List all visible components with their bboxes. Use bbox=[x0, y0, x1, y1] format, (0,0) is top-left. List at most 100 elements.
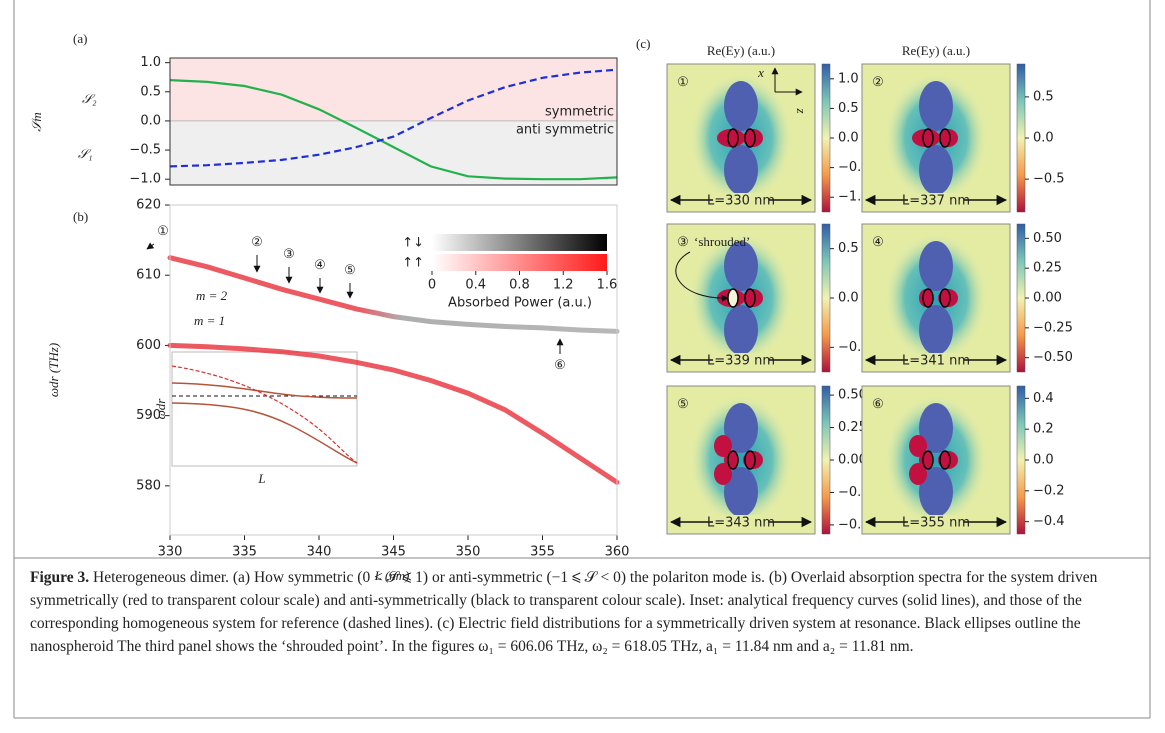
field-colorbar-tick-label: 0.00 bbox=[1033, 291, 1062, 306]
y-tick-label: −0.5 bbox=[129, 143, 161, 158]
field-colorbar-tick-label: −0.5 bbox=[1033, 172, 1065, 187]
field-colorbar bbox=[821, 385, 831, 535]
colorbar-antisymmetric bbox=[432, 234, 607, 251]
colorbar-symmetric bbox=[432, 254, 607, 271]
region-label: anti symmetric bbox=[516, 123, 614, 138]
field-frame bbox=[861, 223, 1011, 373]
scale-label: L=341 nm bbox=[902, 354, 970, 369]
colorbar-tick-label: 0.8 bbox=[509, 278, 530, 293]
field-map: L=330 nm①−1.0−0.50.00.51.0 bbox=[666, 63, 870, 213]
y-tick-label: 590 bbox=[136, 408, 161, 423]
y-axis-label: 𝒮m bbox=[29, 112, 44, 131]
scale-label-bg bbox=[713, 193, 769, 207]
field-side bbox=[909, 435, 927, 457]
axes-frame bbox=[169, 57, 618, 186]
annotation: ‘shrouded’ bbox=[694, 234, 750, 249]
field-colorbar-tick-label: 0.25 bbox=[1033, 261, 1062, 276]
field-colorbar-tick-label: −0.50 bbox=[1033, 350, 1073, 365]
particle-outline bbox=[939, 450, 951, 470]
field-lobe bbox=[919, 241, 953, 291]
inset bbox=[171, 351, 358, 467]
axes-frame bbox=[169, 204, 618, 536]
caption-label: Figure 3. bbox=[30, 569, 90, 586]
field-colorbar bbox=[1016, 385, 1026, 535]
field-image bbox=[667, 64, 815, 212]
field-colorbar-tick-label: 0.5 bbox=[1033, 89, 1054, 104]
particle-outline bbox=[939, 288, 951, 308]
particle-outline bbox=[727, 128, 739, 148]
inset-y-label: ωdr bbox=[153, 398, 168, 420]
panel-label: (a) bbox=[73, 31, 87, 46]
scale-label: L=355 nm bbox=[902, 516, 970, 531]
scale-label: L=339 nm bbox=[707, 354, 775, 369]
colorbar-tick-label: 1.2 bbox=[553, 278, 574, 293]
field-colorbar-tick-label: 0.50 bbox=[838, 388, 867, 403]
axis-name: x bbox=[757, 65, 764, 80]
x-tick-label: 345 bbox=[381, 545, 406, 560]
colorbar-row-label: ↑↓ bbox=[402, 236, 424, 251]
field-lobe bbox=[919, 81, 953, 131]
column-title: Re(Ey) (a.u.) bbox=[902, 43, 970, 58]
field-colorbar bbox=[1016, 63, 1026, 213]
x-tick-label: 360 bbox=[605, 545, 630, 560]
panel-number: ② bbox=[872, 74, 884, 89]
scale-label-bg bbox=[908, 515, 964, 529]
field-colorbar-tick-label: 0.2 bbox=[1033, 422, 1054, 437]
field-core bbox=[912, 129, 940, 147]
field-map: L=343 nm⑤−0.50−0.250.000.250.50 bbox=[666, 385, 878, 535]
field-frame bbox=[666, 63, 816, 213]
x-tick-label: 355 bbox=[530, 545, 555, 560]
y-tick-label: 0.0 bbox=[140, 113, 161, 128]
field-lobe bbox=[919, 145, 953, 195]
field-image bbox=[667, 386, 815, 534]
field-halo bbox=[884, 394, 988, 526]
colorbar-tick-label: 0 bbox=[428, 278, 436, 293]
scale-label-bg bbox=[908, 353, 964, 367]
field-core bbox=[743, 129, 763, 147]
field-colorbar-tick-label: 0.5 bbox=[838, 101, 859, 116]
field-colorbar-tick-label: 0.25 bbox=[838, 420, 867, 435]
scale-label-bg bbox=[908, 193, 964, 207]
field-colorbar-tick-label: −0.4 bbox=[1033, 514, 1065, 529]
field-colorbar-tick-label: 0.00 bbox=[838, 453, 867, 468]
y-tick-label: 1.0 bbox=[140, 55, 161, 70]
field-frame bbox=[666, 223, 816, 373]
series-line bbox=[169, 79, 618, 181]
field-lobe bbox=[919, 403, 953, 453]
colorbar-tick-label: 0.4 bbox=[465, 278, 486, 293]
field-image bbox=[667, 224, 815, 372]
field-lobe bbox=[724, 145, 758, 195]
field-core bbox=[717, 129, 745, 147]
panel-number: ① bbox=[677, 74, 689, 89]
particle-outline bbox=[922, 288, 934, 308]
x-tick-label: 335 bbox=[232, 545, 257, 560]
panel-number: ⑤ bbox=[677, 396, 689, 411]
field-halo bbox=[884, 232, 988, 364]
field-lobe bbox=[919, 305, 953, 355]
x-tick-label: 340 bbox=[307, 545, 332, 560]
field-halo bbox=[689, 394, 793, 526]
marker-label: ② bbox=[251, 234, 263, 249]
panel-number: ③ bbox=[677, 234, 689, 249]
field-colorbar bbox=[821, 223, 831, 373]
x-tick-label: 350 bbox=[456, 545, 481, 560]
marker-label: ① bbox=[157, 223, 169, 238]
antisymmetric-region bbox=[170, 120, 617, 185]
particle-outline bbox=[744, 288, 756, 308]
field-frame bbox=[861, 385, 1011, 535]
panel-label: (c) bbox=[636, 36, 650, 51]
marker-arrow bbox=[146, 242, 155, 250]
field-core bbox=[743, 289, 763, 307]
field-side bbox=[714, 435, 732, 457]
marker-label: ⑥ bbox=[554, 357, 566, 372]
y-tick-label: 610 bbox=[136, 268, 161, 283]
field-lobe bbox=[724, 467, 758, 517]
particle-outline bbox=[727, 450, 739, 470]
field-lobe bbox=[724, 403, 758, 453]
scale-label: L=330 nm bbox=[707, 194, 775, 209]
series-label: 𝒮₁ bbox=[78, 146, 93, 161]
field-side bbox=[714, 463, 732, 485]
field-lobe bbox=[724, 241, 758, 291]
